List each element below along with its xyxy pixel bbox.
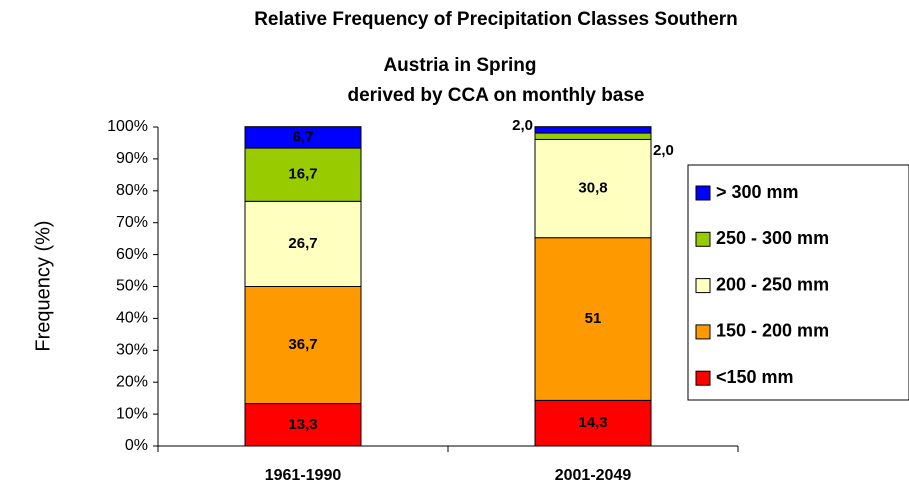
chart-title: Austria in Spring [383,55,536,76]
y-tick-label: 80% [116,182,148,199]
data-label: 16,7 [288,166,317,183]
bar-segment [244,126,362,149]
legend-swatch [695,278,711,294]
bar-segment [534,138,652,239]
y-tick-label: 50% [116,278,148,295]
y-tick-label: 100% [107,118,148,135]
y-tick-label: 60% [116,246,148,263]
y-tick-label: 70% [116,214,148,231]
data-label: 36,7 [288,336,317,353]
bar-segment [244,403,362,447]
legend-swatch [695,185,711,201]
data-label: 13,3 [288,416,317,433]
y-tick-label: 20% [116,373,148,390]
bar-segment [244,147,362,202]
bar-segment [534,126,652,134]
x-tick-label: 2001-2049 [555,467,632,484]
data-label: 2,0 [653,142,674,159]
data-label: 14,3 [578,414,607,431]
legend-label: 150 - 200 mm [716,321,829,341]
y-tick-label: 90% [116,150,148,167]
y-tick-label: 0% [125,437,148,454]
bar-segment [244,200,362,287]
y-tick-label: 30% [116,342,148,359]
bar-segment [534,132,652,140]
y-tick-label: 10% [116,405,148,422]
data-label: 2,0 [512,117,533,134]
y-axis-label: Frequency (%) [32,220,54,351]
chart-title: Relative Frequency of Precipitation Clas… [254,9,738,30]
data-label: 6,7 [293,128,314,145]
x-tick-label: 1961-1990 [265,467,342,484]
legend-label: <150 mm [716,367,794,387]
chart-subtitle: derived by CCA on monthly base [347,85,644,106]
bar-segment [534,237,652,401]
legend-swatch [695,231,711,247]
legend-label: > 300 mm [716,182,799,202]
legend-swatch [695,370,711,386]
data-label: 26,7 [288,235,317,252]
y-tick-label: 40% [116,310,148,327]
data-label: 30,8 [578,180,607,197]
legend-swatch [695,324,711,340]
bar-segment [534,399,652,447]
bar-segment [244,286,362,405]
legend-label: 250 - 300 mm [716,228,829,248]
data-label: 51 [585,310,602,327]
legend-label: 200 - 250 mm [716,274,829,294]
legend-box [687,164,909,401]
